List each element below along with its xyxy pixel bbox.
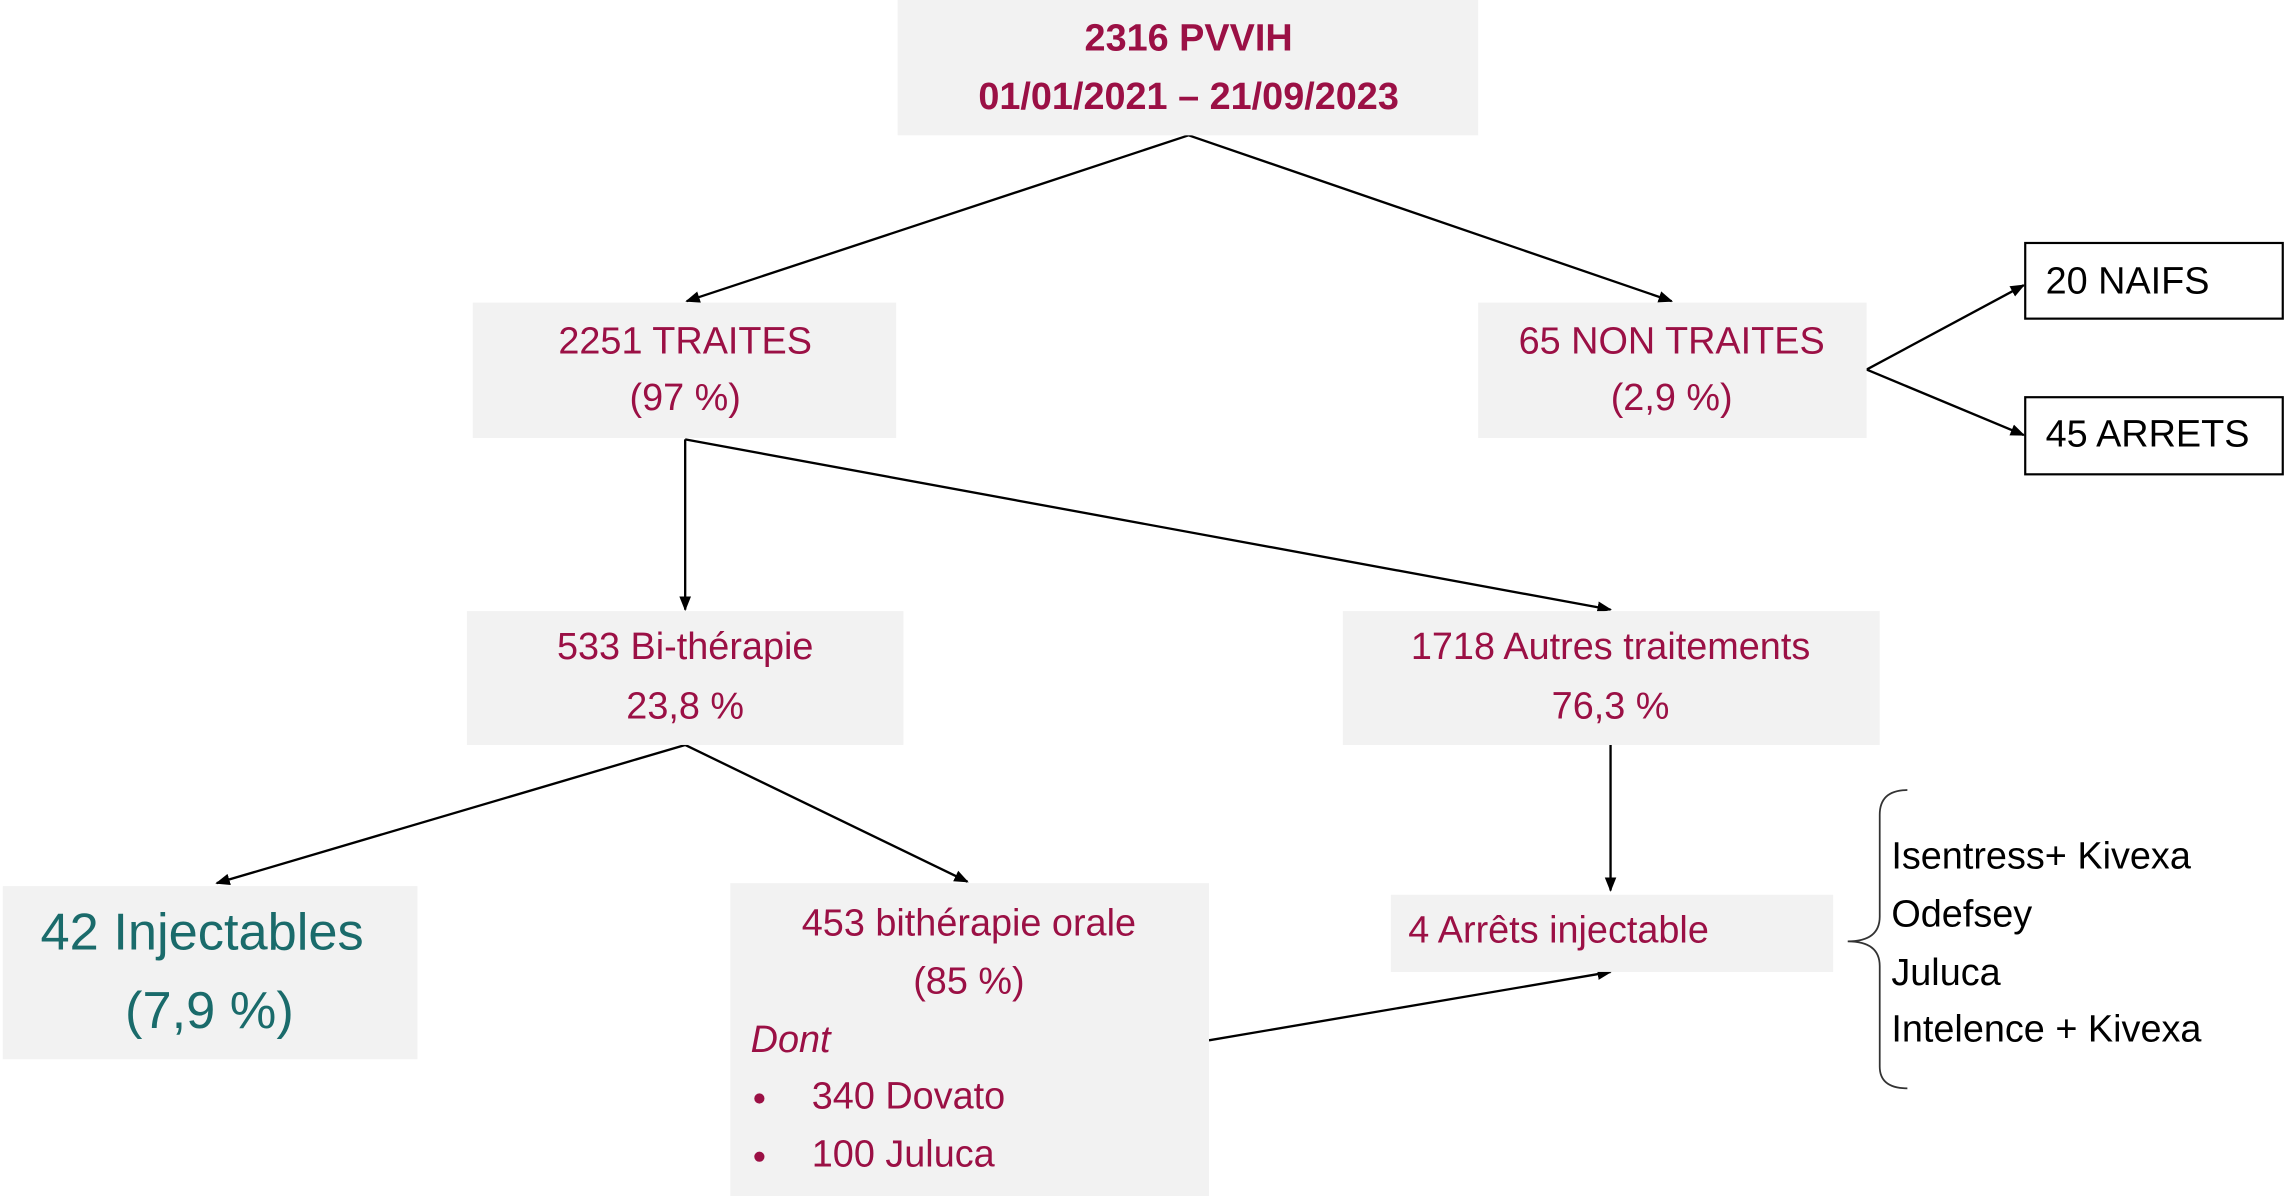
node-box (466, 611, 904, 745)
node-box (2024, 396, 2284, 476)
list-item: Odefsey (1891, 894, 2032, 936)
arrows (215, 134, 2026, 1042)
node-box (2024, 241, 2284, 320)
node-label: 453 bithérapie orale (802, 902, 1136, 944)
node-label: (97 %) (629, 377, 740, 419)
node-label: (2,9 %) (1611, 377, 1733, 419)
arrow (1866, 368, 2026, 437)
arrow (684, 743, 969, 883)
node-label: 2316 PVVIH (1085, 18, 1293, 60)
node-box (1478, 302, 1867, 438)
arrow (1188, 134, 1674, 303)
arrow (685, 134, 1189, 303)
arrow (1208, 968, 1612, 1042)
node-label: 65 NON TRAITES (1519, 320, 1825, 362)
node-label: 20 NAIFS (2046, 261, 2210, 303)
node-item: 340 Dovato (812, 1076, 1005, 1118)
brace (1847, 789, 1908, 1090)
node-label: 01/01/2021 – 21/09/2023 (978, 76, 1399, 118)
list-item: Juluca (1891, 952, 2001, 994)
arrow (684, 438, 1612, 613)
node-label: 23,8 % (626, 686, 744, 728)
node-box (1390, 894, 1834, 972)
node-label: 45 ARRETS (2046, 413, 2250, 455)
node-label: 533 Bi-thérapie (557, 626, 813, 668)
node-subtitle: Dont (751, 1019, 832, 1061)
node-label: 1718 Autres traitements (1411, 626, 1810, 668)
node-label: (7,9 %) (125, 982, 294, 1040)
list-item: Isentress+ Kivexa (1891, 835, 2191, 877)
node-label: 4 Arrêts injectable (1408, 910, 1709, 952)
node-label: 76,3 % (1552, 686, 1670, 728)
arrow (215, 743, 686, 886)
node-box (1342, 611, 1880, 745)
arrow (1866, 284, 2026, 371)
list-item: Intelence + Kivexa (1891, 1009, 2202, 1051)
node-label: 2251 TRAITES (558, 320, 812, 362)
node-box (472, 302, 897, 438)
node-box (730, 883, 1209, 1196)
bullet (754, 1093, 765, 1104)
node-item: 100 Juluca (812, 1134, 996, 1176)
node-box (2, 886, 418, 1060)
node-box (897, 0, 1479, 136)
bullet (754, 1151, 765, 1162)
node-label: 42 Injectables (41, 903, 364, 961)
node-label: (85 %) (913, 961, 1024, 1003)
